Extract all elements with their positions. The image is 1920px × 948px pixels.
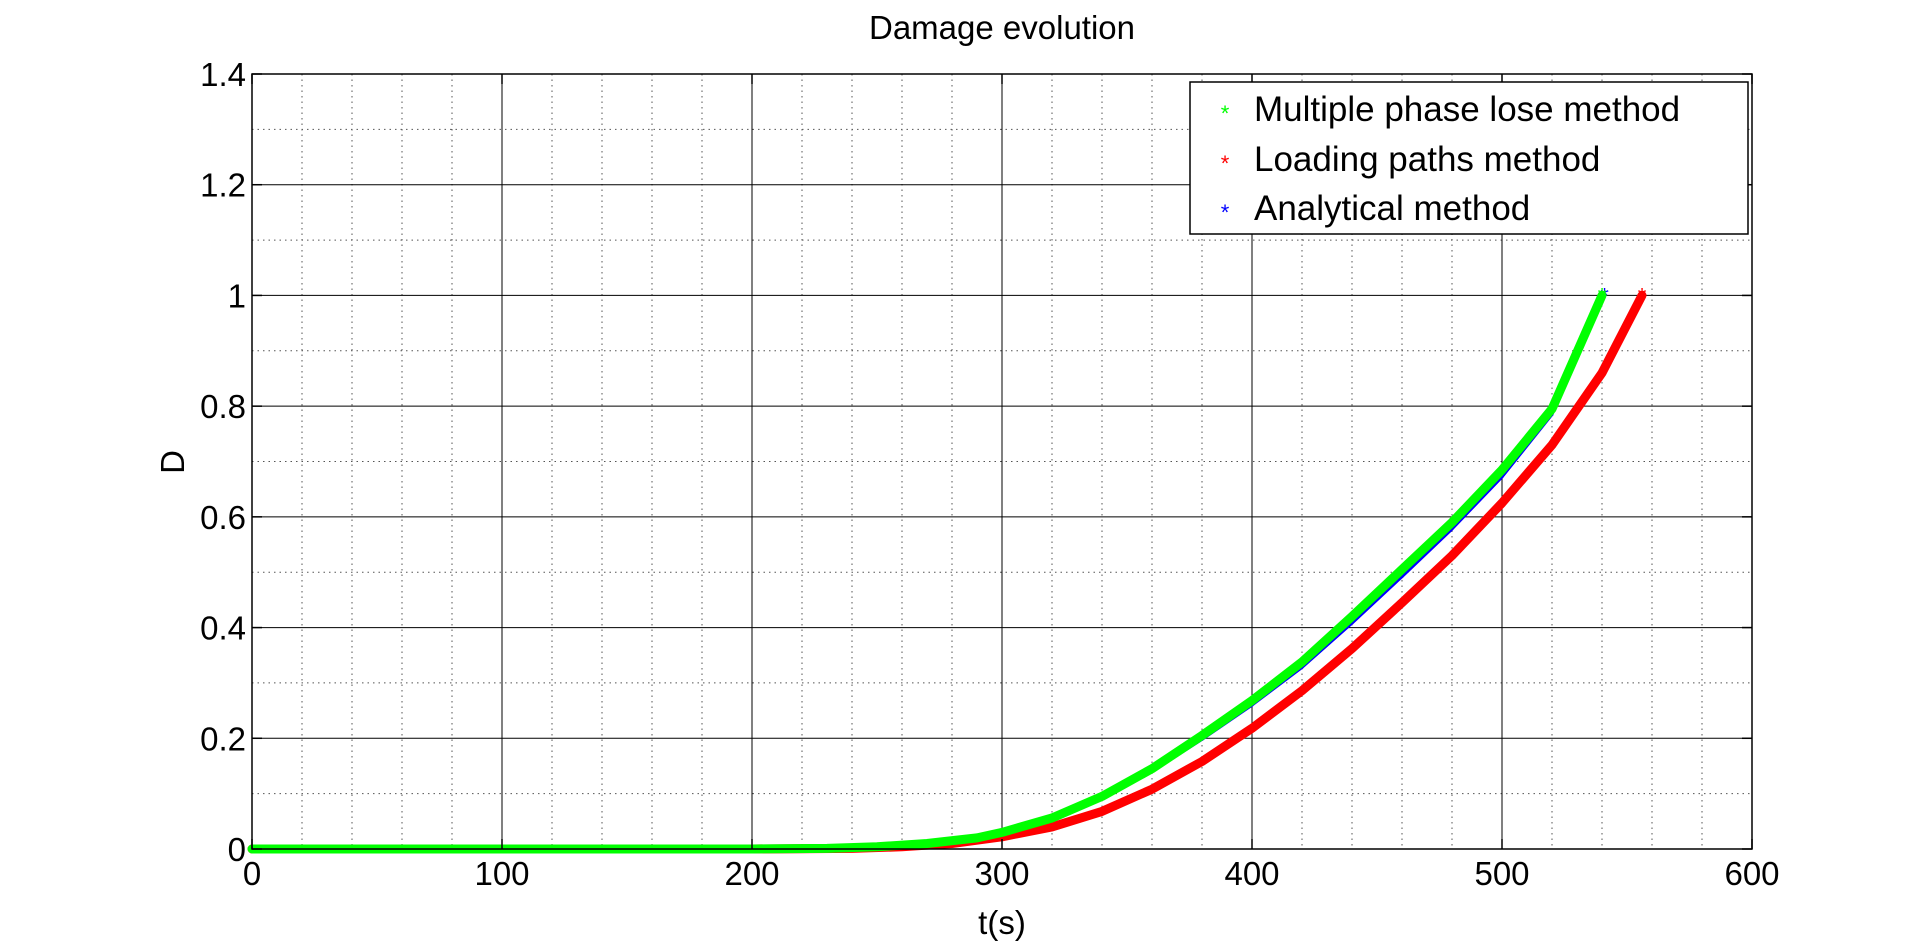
y-tick-label: 0.4 [200, 610, 246, 647]
legend-entry-analytical: * Analytical method [1221, 189, 1531, 228]
series-multiple-phase-point [1598, 291, 1606, 300]
series-multiple-phase-point [1148, 764, 1156, 773]
series-loading-paths-point [1398, 598, 1406, 607]
series-multiple-phase-point [973, 833, 981, 842]
x-tick-label: 200 [724, 855, 779, 892]
chart-title: Damage evolution [869, 9, 1135, 46]
series-loading-paths-point [1098, 807, 1106, 816]
series-loading-paths-point [1248, 724, 1256, 733]
series-loading-paths-point [1448, 551, 1456, 560]
series-multiple-phase-point [1198, 731, 1206, 740]
x-tick-label: 600 [1724, 855, 1779, 892]
series-multiple-phase-point [998, 828, 1006, 837]
series-loading-paths-end-marker: * [1638, 283, 1647, 308]
legend-marker-multiple-phase: * [1221, 101, 1230, 126]
series-multiple-phase-point [1098, 792, 1106, 801]
series-loading-paths-point [1198, 757, 1206, 766]
x-tick-labels: 0 100 200 300 400 500 600 [243, 855, 1780, 892]
series-layer: *** [247, 283, 1647, 854]
legend-label-multiple-phase: Multiple phase lose method [1254, 90, 1680, 129]
series-loading-paths-point [1498, 499, 1506, 508]
legend-box [1189, 81, 1749, 235]
series-multiple-phase-point [1248, 696, 1256, 705]
series-multiple-phase-point [1448, 518, 1456, 527]
series-multiple-phase-point [923, 839, 931, 848]
legend-label-analytical: Analytical method [1254, 189, 1530, 228]
y-tick-label: 1 [228, 277, 246, 314]
legend-entry-multiple-phase: * Multiple phase lose method [1221, 90, 1680, 129]
y-axis-title: D [154, 450, 191, 474]
series-loading-paths-point [1638, 291, 1646, 300]
series-multiple-phase-point [1048, 814, 1056, 822]
series-multiple-phase-point [1548, 404, 1556, 413]
x-tick-label: 300 [974, 855, 1029, 892]
series-loading-paths-point [1148, 785, 1156, 794]
x-tick-label: 500 [1474, 855, 1529, 892]
legend: * Multiple phase lose method * Loading p… [1189, 81, 1749, 235]
legend-label-loading-paths: Loading paths method [1254, 140, 1600, 179]
series-multiple-phase-end-marker: * [1598, 283, 1607, 308]
legend-marker-analytical: * [1221, 200, 1230, 225]
series-multiple-phase-point [1398, 565, 1406, 574]
y-tick-labels: 0 0.2 0.4 0.6 0.8 1 1.2 1.4 [200, 56, 246, 868]
x-tick-label: 100 [474, 855, 529, 892]
x-tick-label: 400 [1224, 855, 1279, 892]
series-multiple-phase-line [247, 290, 1607, 854]
series-multiple-phase-point [1298, 657, 1306, 666]
series-loading-paths-point [1048, 822, 1056, 831]
y-tick-label: 0.6 [200, 499, 246, 536]
series-loading-paths-point [1598, 368, 1606, 377]
y-tick-label: 1.4 [200, 56, 246, 93]
y-tick-label: 0.2 [200, 720, 246, 757]
series-multiple-phase-point [1348, 612, 1356, 621]
x-tick-label: 0 [243, 855, 261, 892]
y-tick-label: 1.2 [200, 167, 246, 204]
series-loading-paths-point [1348, 644, 1356, 653]
y-tick-label: 0 [228, 831, 246, 868]
legend-entry-loading-paths: * Loading paths method [1221, 140, 1601, 179]
series-loading-paths-line [247, 290, 1647, 854]
series-loading-paths-point [1548, 440, 1556, 449]
series-multiple-phase-point [1498, 465, 1506, 474]
series-loading-paths-point [1298, 686, 1306, 695]
series-loading-paths: * [247, 283, 1647, 854]
x-axis-title: t(s) [978, 904, 1026, 941]
legend-marker-loading-paths: * [1221, 151, 1230, 176]
y-tick-label: 0.8 [200, 388, 246, 425]
